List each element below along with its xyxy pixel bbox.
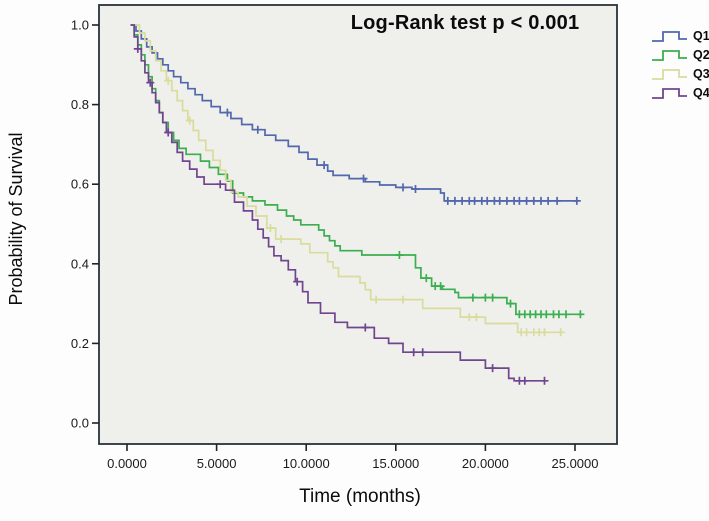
censor-mark-q3 bbox=[164, 76, 173, 85]
x-axis-label: Time (months) bbox=[299, 486, 421, 507]
censor-mark-q2 bbox=[422, 274, 431, 283]
survival-curve-q2 bbox=[130, 24, 583, 316]
censor-mark-q2 bbox=[436, 282, 445, 291]
x-tick-label: 5.0000 bbox=[197, 456, 237, 471]
censor-mark-q1 bbox=[458, 196, 467, 205]
censor-mark-q3 bbox=[277, 235, 286, 244]
censor-mark-q1 bbox=[522, 196, 531, 205]
censor-mark-q3 bbox=[266, 224, 275, 232]
censor-mark-q2 bbox=[542, 310, 551, 319]
y-tick-label: 0.4 bbox=[71, 256, 89, 271]
y-tick-label: 0.0 bbox=[71, 416, 89, 431]
survival-curve-q1 bbox=[130, 24, 579, 202]
censor-mark-q1 bbox=[537, 196, 545, 205]
censor-mark-q4 bbox=[133, 44, 142, 53]
censor-mark-q2 bbox=[481, 293, 490, 302]
legend-step-line-icon bbox=[652, 50, 687, 61]
censor-mark-q1 bbox=[359, 174, 368, 183]
legend-item-q3: Q3 bbox=[651, 66, 709, 82]
legend-step-line-icon bbox=[652, 88, 687, 99]
x-tick-label: 15.0000 bbox=[372, 456, 419, 471]
censor-mark-q2 bbox=[468, 293, 477, 302]
censor-mark-q4 bbox=[540, 376, 549, 385]
censor-mark-q3 bbox=[399, 295, 407, 304]
legend: Q1 Q2 Q3 Q4 bbox=[651, 28, 709, 101]
censor-mark-q1 bbox=[553, 196, 562, 205]
legend-step-line-icon bbox=[652, 31, 687, 42]
y-tick-label: 0.2 bbox=[71, 336, 89, 351]
censor-mark-q3 bbox=[472, 313, 481, 322]
y-tick-label: 1.0 bbox=[71, 18, 89, 33]
plot-area bbox=[98, 4, 618, 445]
censor-mark-q3 bbox=[372, 295, 381, 304]
censor-mark-q1 bbox=[253, 125, 262, 134]
x-tick-label: 25.0000 bbox=[552, 456, 599, 471]
censor-mark-q1 bbox=[399, 183, 407, 192]
y-axis-label: Probability of Survival bbox=[6, 132, 26, 306]
censor-mark-q4 bbox=[418, 348, 427, 357]
censor-mark-q1 bbox=[411, 185, 420, 193]
censor-mark-q1 bbox=[572, 196, 581, 205]
censor-mark-q1 bbox=[443, 196, 452, 205]
censor-mark-q1 bbox=[495, 196, 504, 205]
censor-mark-q3 bbox=[465, 313, 474, 322]
censor-mark-q2 bbox=[395, 251, 404, 259]
censor-mark-q2 bbox=[488, 293, 497, 302]
censor-mark-q1 bbox=[450, 196, 459, 205]
legend-label: Q3 bbox=[693, 67, 709, 81]
chart-title: Log-Rank test p < 0.001 bbox=[350, 12, 580, 34]
censor-mark-q1 bbox=[483, 196, 492, 205]
legend-item-q1: Q1 bbox=[651, 28, 709, 44]
y-tick-label: 0.6 bbox=[71, 177, 89, 192]
censor-mark-q3 bbox=[556, 328, 565, 337]
censor-mark-q1 bbox=[544, 196, 553, 205]
censor-mark-q4 bbox=[146, 78, 155, 87]
x-tick-label: 10.0000 bbox=[283, 456, 330, 471]
censor-mark-q1 bbox=[515, 196, 524, 205]
censor-mark-q1 bbox=[223, 108, 232, 117]
censor-mark-q1 bbox=[470, 196, 479, 205]
censor-mark-q2 bbox=[506, 299, 515, 308]
censor-mark-q1 bbox=[320, 161, 329, 170]
legend-item-q4: Q4 bbox=[651, 85, 709, 101]
censor-mark-q4 bbox=[520, 376, 529, 385]
x-tick-label: 20.0000 bbox=[462, 456, 509, 471]
censor-mark-q3 bbox=[522, 328, 531, 337]
legend-label: Q2 bbox=[693, 48, 709, 62]
censor-mark-q4 bbox=[164, 128, 173, 137]
x-tick-label: 0.0000 bbox=[107, 456, 147, 471]
censor-mark-q4 bbox=[409, 348, 418, 357]
legend-label: Q4 bbox=[693, 86, 709, 100]
censor-mark-q2 bbox=[554, 310, 563, 319]
censor-mark-q2 bbox=[562, 310, 570, 319]
y-tick-label: 0.8 bbox=[71, 97, 89, 112]
censor-mark-q2 bbox=[576, 310, 585, 319]
censor-mark-q3 bbox=[540, 328, 549, 337]
censor-mark-q1 bbox=[529, 196, 538, 205]
censor-mark-q3 bbox=[185, 116, 194, 125]
censor-mark-q1 bbox=[502, 196, 511, 205]
legend-step-line-icon bbox=[652, 69, 687, 80]
survival-curve-q4 bbox=[130, 24, 545, 382]
legend-item-q2: Q2 bbox=[651, 47, 709, 63]
censor-mark-q4 bbox=[361, 323, 370, 332]
censor-mark-q4 bbox=[216, 180, 225, 189]
censor-mark-q4 bbox=[293, 277, 302, 286]
legend-label: Q1 bbox=[693, 29, 709, 43]
censor-mark-q4 bbox=[488, 364, 497, 373]
